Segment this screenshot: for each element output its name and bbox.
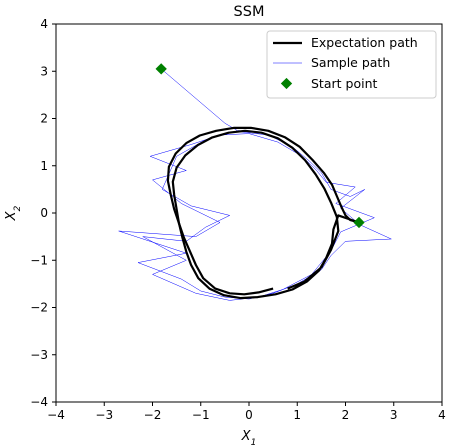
legend: Expectation path Sample path Start point [266, 30, 437, 99]
x-tick-label: −3 [95, 408, 113, 422]
x-tick-label: −1 [192, 408, 210, 422]
legend-expectation-label: Expectation path [311, 35, 418, 50]
x-tick-label: 1 [293, 408, 301, 422]
x-axis-label: X1 [241, 429, 257, 446]
x-axis-label-subscript: 1 [251, 438, 257, 446]
x-tick-label: 0 [245, 408, 253, 422]
y-tick-label: −1 [30, 253, 48, 267]
x-axis-ticks: −4 −3 −2 −1 0 1 2 3 4 [47, 402, 446, 422]
y-axis-label: X2 [4, 205, 23, 221]
expectation-path-line [166, 126, 360, 296]
expectation-path-inner-line [171, 129, 360, 300]
y-tick-label: 4 [40, 17, 48, 31]
y-tick-label: −2 [30, 301, 48, 315]
y-axis-ticks: −4 −3 −2 −1 0 1 2 3 4 [30, 17, 56, 409]
y-tick-label: −4 [30, 395, 48, 409]
x-tick-label: −2 [144, 408, 162, 422]
y-tick-label: 3 [40, 64, 48, 78]
legend-start-label: Start point [311, 76, 377, 91]
y-axis-label-subscript: 2 [13, 205, 23, 211]
y-tick-label: 0 [40, 206, 48, 220]
sample-path-line [118, 68, 392, 301]
start-point-marker [353, 216, 365, 229]
y-tick-label: 1 [40, 159, 48, 173]
chart-title: SSM [234, 4, 265, 20]
x-tick-label: 2 [342, 408, 350, 422]
legend-sample-label: Sample path [311, 55, 390, 70]
legend-box [266, 30, 437, 99]
x-tick-label: −4 [47, 408, 65, 422]
x-tick-label: 3 [390, 408, 398, 422]
y-tick-label: 2 [40, 112, 48, 126]
x-tick-label: 4 [438, 408, 446, 422]
y-tick-label: −3 [30, 348, 48, 362]
